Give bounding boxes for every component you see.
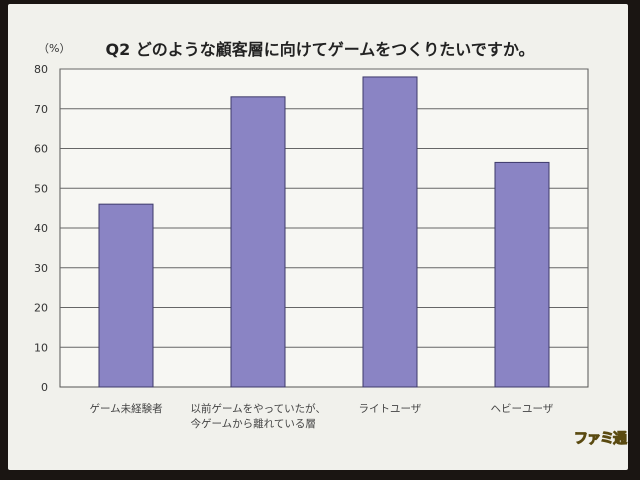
bar xyxy=(98,203,154,388)
y-tick-label: 80 xyxy=(34,63,48,76)
y-tick-label: 70 xyxy=(34,103,48,116)
bar xyxy=(494,161,550,388)
y-tick-label: 40 xyxy=(34,222,48,235)
x-tick-label: ヘビーユーザ xyxy=(490,403,554,415)
y-tick-label: 60 xyxy=(34,143,48,156)
y-tick-label: 20 xyxy=(34,302,48,315)
y-tick-label: 50 xyxy=(34,182,48,195)
y-axis-unit: （%） xyxy=(38,42,71,55)
y-tick-label: 10 xyxy=(34,341,48,354)
chart-title: Q2 どのような顧客層に向けてゲームをつくりたいですか。 xyxy=(105,40,535,59)
bar xyxy=(230,96,286,388)
y-tick-label: 0 xyxy=(41,381,48,394)
x-tick-label: ライトユーザ xyxy=(358,403,422,415)
y-tick-label: 30 xyxy=(34,262,48,275)
bar xyxy=(362,76,418,388)
famitsu-logo: ファミ通 xyxy=(574,431,628,448)
x-tick-label: ゲーム未経験者 xyxy=(89,403,163,415)
x-tick-label: 以前ゲームをやっていたが、 今ゲームから離れている層 xyxy=(190,403,326,430)
